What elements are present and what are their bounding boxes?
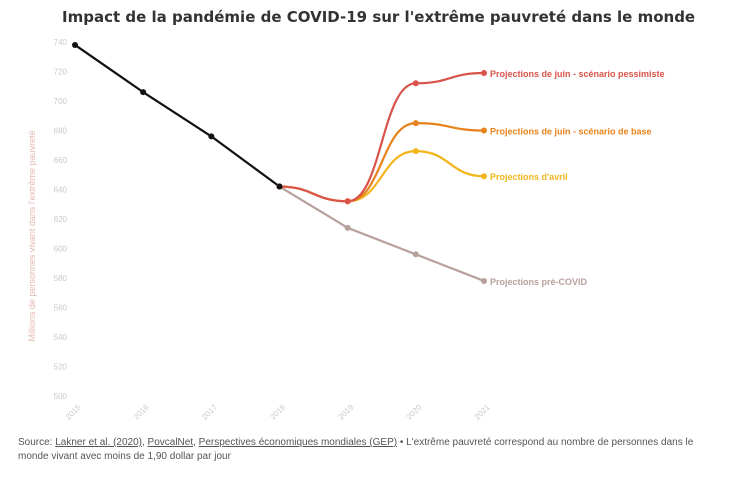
y-tick-label: 580	[54, 274, 68, 283]
series-line	[279, 122, 485, 203]
data-point	[481, 173, 487, 180]
series-line	[74, 44, 281, 188]
data-point	[412, 120, 419, 127]
y-tick-label: 660	[54, 156, 68, 165]
source-separator: ,	[141, 437, 148, 448]
data-point	[72, 41, 78, 48]
data-point	[481, 277, 487, 284]
data-point	[344, 224, 351, 231]
x-tick-label: 2020	[405, 402, 424, 421]
data-point	[412, 148, 419, 155]
source-note-text: • L'extrême pauvreté correspond au nombr…	[18, 437, 694, 462]
y-axis-ticks: 740 720 700 680 660 640 620 600 580 560 540 520 500	[54, 38, 68, 401]
series-end-label: Projections pré-COVID	[490, 277, 588, 287]
series-line	[278, 185, 485, 282]
data-point	[412, 80, 419, 87]
y-tick-label: 500	[54, 392, 68, 401]
y-tick-label: 720	[54, 68, 68, 77]
x-axis-ticks: 2015 2016 2017 2018 2019 2020 2021	[64, 402, 492, 421]
source-separator: ,	[193, 437, 199, 448]
x-tick-label: 2015	[64, 402, 83, 421]
y-tick-label: 700	[54, 97, 68, 106]
series-lines	[74, 44, 485, 282]
x-tick-label: 2016	[132, 402, 151, 421]
y-tick-label: 560	[54, 304, 68, 313]
x-tick-label: 2017	[200, 402, 219, 421]
y-tick-label: 680	[54, 127, 68, 136]
source-link-povcalnet[interactable]: PovcalNet	[147, 437, 194, 448]
y-axis-label: Millions de personnes vivant dans l'extr…	[27, 130, 37, 342]
y-tick-label: 740	[54, 38, 68, 47]
data-point	[344, 198, 351, 205]
x-tick-label: 2019	[336, 402, 355, 421]
data-point	[140, 89, 147, 96]
source-note: Source: Lakner et al. (2020), PovcalNet,…	[18, 436, 718, 464]
source-link-lakner[interactable]: Lakner et al. (2020)	[55, 437, 142, 448]
x-tick-label: 2021	[473, 402, 492, 421]
series-labels: Projections pré-COVID Projections d'avril…	[490, 69, 665, 287]
data-point	[481, 69, 487, 76]
source-link-gep[interactable]: Perspectives économiques mondiales (GEP)	[198, 437, 398, 448]
series-points	[72, 41, 487, 284]
y-tick-label: 640	[54, 186, 68, 195]
y-tick-label: 620	[54, 215, 68, 224]
source-prefix: Source:	[18, 437, 56, 448]
y-tick-label: 520	[54, 363, 68, 372]
data-point	[276, 183, 283, 190]
series-line	[279, 71, 485, 203]
series-line	[279, 150, 485, 203]
series-end-label: Projections de juin - scénario de base	[490, 127, 652, 137]
chart-title: Impact de la pandémie de COVID-19 sur l'…	[62, 8, 696, 26]
data-point	[412, 251, 419, 258]
series-end-label: Projections d'avril	[490, 172, 568, 182]
data-point	[208, 133, 215, 140]
y-tick-label: 540	[54, 333, 68, 342]
series-end-label: Projections de juin - scénario pessimist…	[490, 69, 665, 79]
y-tick-label: 600	[54, 245, 68, 254]
x-tick-label: 2018	[268, 402, 287, 421]
data-point	[481, 127, 487, 134]
